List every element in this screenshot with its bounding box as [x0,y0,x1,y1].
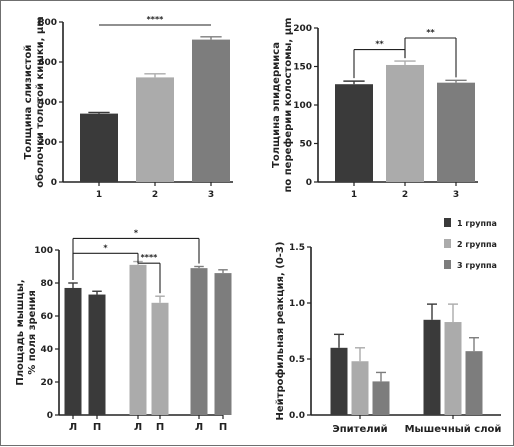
significance-label: **** [147,15,165,24]
y-tick-label: 1.5 [289,243,305,253]
panel-c: 0 20 40 60 80 100 Площадь мышцы,% поля зрения Л… [15,228,232,433]
x-tick-label: 2 [152,190,158,200]
y-tick-label: 200 [293,24,312,34]
bar [129,264,147,415]
significance-label: * [103,243,108,252]
legend-swatch [444,239,451,248]
x-tick-label: П [93,422,101,433]
x-tick-label: Л [195,422,203,433]
y-axis-label: по переферии колостомы, µm [282,18,294,193]
bar [423,319,441,415]
y-axis-label: оболочки толстой кишки, µm [34,16,46,187]
y-axis-label: Площадь мышцы, [15,279,26,385]
y-tick-label: 400 [38,98,57,108]
bar [386,64,424,182]
x-tick-label: Л [134,422,142,433]
y-tick-label: 0 [306,178,312,188]
bar [64,287,82,415]
y-axis-label: % поля зрения [27,290,38,375]
y-tick-label: 200 [38,138,57,148]
bar [372,381,390,415]
y-tick-label: 0.0 [289,411,305,421]
bar [136,77,174,182]
significance-label: **** [141,253,159,262]
bar [437,82,475,182]
significance-label: * [134,228,139,237]
bar [151,302,169,415]
bar [465,351,483,415]
panel-b: 0 50 100 150 200 Толщина эпидермиса по перефер… [271,18,478,200]
y-tick-label: 800 [38,18,57,28]
panel-a: 0 200 400 600 800 Толщина слизистой оболочки т… [23,15,233,200]
y-tick-label: 150 [293,63,312,73]
x-tick-label: Мышечный слой [405,424,502,435]
y-tick-label: 100 [34,246,53,256]
x-tick-label: Эпителий [332,424,387,435]
x-tick-label: 1 [96,190,102,200]
y-axis-label: Толщина эпидермиса [271,42,282,168]
bar [330,347,348,415]
x-tick-label: П [156,422,164,433]
legend-label: 1 группа [457,219,497,228]
y-tick-label: 1.0 [289,299,305,309]
x-tick-label: П [219,422,227,433]
y-tick-label: 20 [40,378,53,388]
x-tick-label: 3 [208,190,214,200]
y-tick-label: 100 [293,101,312,111]
significance-label: ** [426,28,435,37]
y-tick-label: 40 [40,345,53,355]
y-tick-label: 80 [40,279,53,289]
y-tick-label: 50 [299,140,312,150]
y-tick-label: 60 [40,312,53,322]
bar [351,361,369,415]
x-tick-label: Л [69,422,77,433]
legend-label: 2 группа [457,240,497,249]
bar [444,322,462,415]
legend-label: 3 группа [457,261,497,270]
bar [214,273,232,415]
y-tick-label: 0.5 [289,355,305,365]
y-tick-label: 0 [47,411,53,421]
y-axis-label: Нейтрофильная реакция, (0-3) [274,242,286,421]
bar [88,294,106,415]
y-axis-label: Толщина слизистой [23,45,34,160]
significance-label: ** [375,40,384,49]
x-tick-label: 2 [402,190,408,200]
y-tick-label: 600 [38,58,57,68]
legend-swatch [444,260,451,269]
bar [335,84,373,182]
bar [80,113,118,182]
legend-swatch [444,218,451,227]
bar [190,268,208,415]
bar [192,39,230,182]
x-tick-label: 3 [453,190,459,200]
y-tick-label: 0 [51,178,57,188]
x-tick-label: 1 [351,190,357,200]
